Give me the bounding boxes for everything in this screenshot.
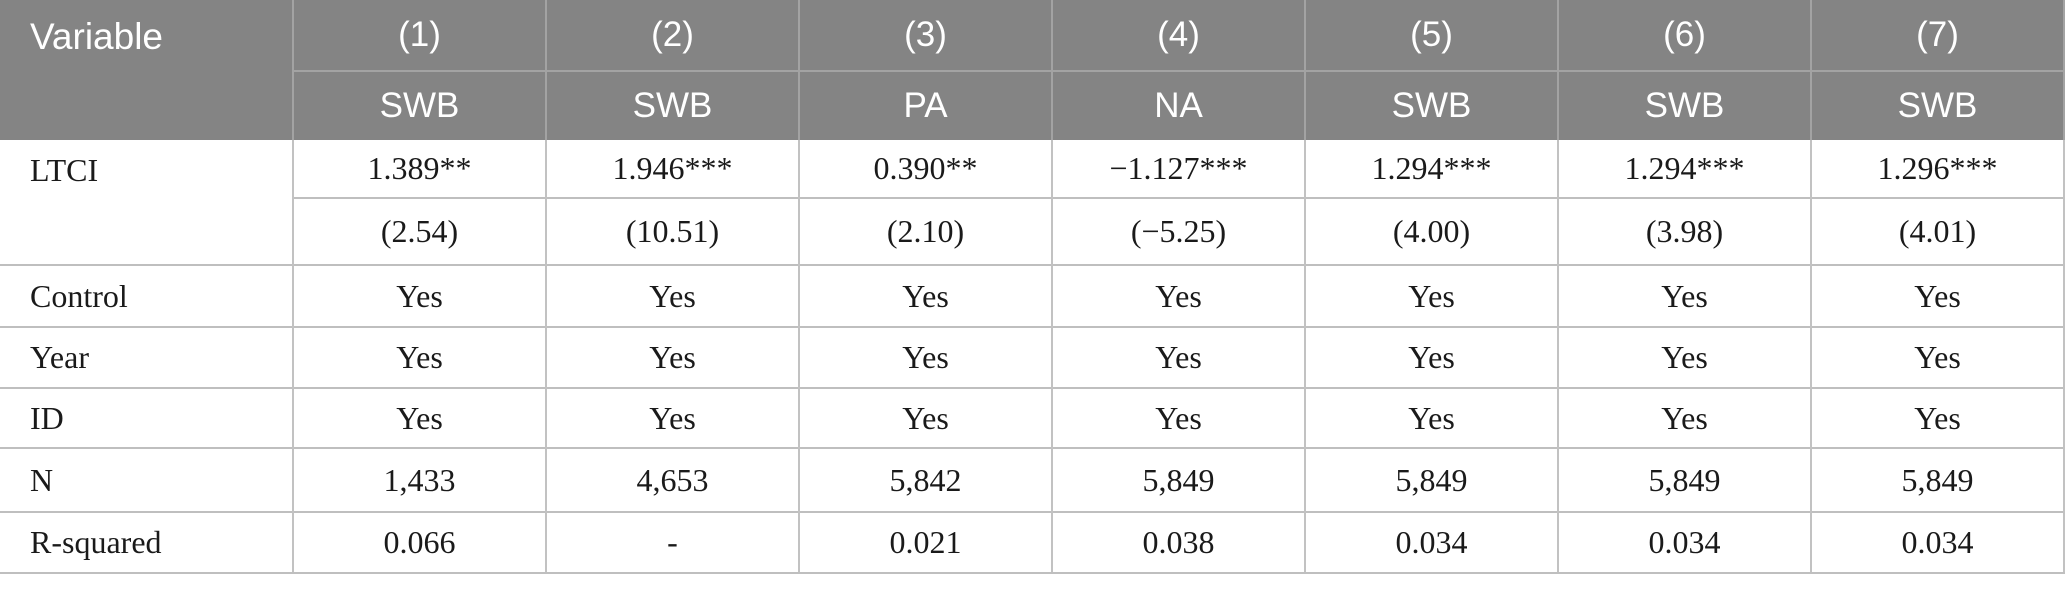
- row-label-cell: Control: [0, 264, 293, 327]
- value-cell: 1,433: [292, 447, 546, 512]
- value-cell: Yes: [545, 264, 799, 327]
- coefficient-cell: −1.127***: [1051, 140, 1305, 198]
- row-label-cell: R-squared: [0, 511, 293, 574]
- column-model-cell: NA: [1051, 70, 1305, 140]
- column-model-cell: SWB: [1810, 70, 2065, 140]
- regression-results-table: Variable (1) (2) (3) (4) (5) (6) (7) SWB…: [0, 0, 2065, 574]
- column-model-cell: SWB: [545, 70, 799, 140]
- column-number-cell: (1): [292, 0, 546, 71]
- value-cell: 5,849: [1557, 447, 1811, 512]
- id-row: ID Yes Yes Yes Yes Yes Yes Yes: [0, 387, 2065, 448]
- value-cell: Yes: [1557, 387, 1811, 448]
- value-cell: Yes: [545, 387, 799, 448]
- value-cell: 5,849: [1304, 447, 1558, 512]
- row-label-cell: Year: [0, 326, 293, 388]
- column-number-cell: (3): [798, 0, 1052, 71]
- row-label-cell: ID: [0, 387, 293, 448]
- value-cell: 0.066: [292, 511, 546, 574]
- variable-header-cell: Variable: [0, 0, 293, 140]
- coefficient-cell: 1.294***: [1557, 140, 1811, 198]
- column-number-cell: (2): [545, 0, 799, 71]
- value-cell: Yes: [1557, 264, 1811, 327]
- value-cell: Yes: [292, 326, 546, 388]
- value-cell: Yes: [1557, 326, 1811, 388]
- value-cell: Yes: [292, 387, 546, 448]
- value-cell: Yes: [798, 387, 1052, 448]
- column-model-cell: SWB: [292, 70, 546, 140]
- coefficient-cell: 1.296***: [1810, 140, 2065, 198]
- value-cell: Yes: [1051, 326, 1305, 388]
- r-squared-row: R-squared 0.066 - 0.021 0.038 0.034 0.03…: [0, 511, 2065, 574]
- column-model-cell: PA: [798, 70, 1052, 140]
- tstat-cell: (2.54): [292, 197, 546, 265]
- coefficient-cell: 1.389**: [292, 140, 546, 198]
- tstat-cell: (4.00): [1304, 197, 1558, 265]
- value-cell: Yes: [1810, 326, 2065, 388]
- year-row: Year Yes Yes Yes Yes Yes Yes Yes: [0, 326, 2065, 388]
- value-cell: Yes: [1304, 326, 1558, 388]
- value-cell: 4,653: [545, 447, 799, 512]
- value-cell: 5,842: [798, 447, 1052, 512]
- value-cell: 5,849: [1810, 447, 2065, 512]
- column-number-cell: (7): [1810, 0, 2065, 71]
- table-body: LTCI 1.389** 1.946*** 0.390** −1.127*** …: [0, 140, 2065, 574]
- row-label-cell: LTCI: [30, 152, 99, 188]
- tstat-cell: (−5.25): [1051, 197, 1305, 265]
- control-row: Control Yes Yes Yes Yes Yes Yes Yes: [0, 264, 2065, 327]
- column-number-cell: (4): [1051, 0, 1305, 71]
- ltci-tstat-row: (2.54) (10.51) (2.10) (−5.25) (4.00) (3.…: [0, 197, 2065, 265]
- value-cell: Yes: [1304, 264, 1558, 327]
- value-cell: 0.034: [1810, 511, 2065, 574]
- row-label-cell: N: [0, 447, 293, 512]
- tstat-cell: (4.01): [1810, 197, 2065, 265]
- value-cell: Yes: [1051, 387, 1305, 448]
- value-cell: Yes: [292, 264, 546, 327]
- header-model-row: SWB SWB PA NA SWB SWB SWB: [0, 70, 2065, 140]
- tstat-cell: (2.10): [798, 197, 1052, 265]
- column-model-cell: SWB: [1557, 70, 1811, 140]
- value-cell: 5,849: [1051, 447, 1305, 512]
- tstat-cell: (10.51): [545, 197, 799, 265]
- table-header: Variable (1) (2) (3) (4) (5) (6) (7) SWB…: [0, 0, 2065, 140]
- ltci-coefficient-row: LTCI 1.389** 1.946*** 0.390** −1.127*** …: [0, 140, 2065, 198]
- value-cell: 0.034: [1304, 511, 1558, 574]
- value-cell: Yes: [798, 264, 1052, 327]
- value-cell: 0.021: [798, 511, 1052, 574]
- value-cell: Yes: [545, 326, 799, 388]
- coefficient-cell: 1.294***: [1304, 140, 1558, 198]
- value-cell: Yes: [798, 326, 1052, 388]
- value-cell: Yes: [1810, 387, 2065, 448]
- header-number-row: Variable (1) (2) (3) (4) (5) (6) (7): [0, 0, 2065, 140]
- column-number-cell: (5): [1304, 0, 1558, 71]
- column-number-cell: (6): [1557, 0, 1811, 71]
- coefficient-cell: 0.390**: [798, 140, 1052, 198]
- value-cell: 0.034: [1557, 511, 1811, 574]
- n-row: N 1,433 4,653 5,842 5,849 5,849 5,849 5,…: [0, 447, 2065, 512]
- column-model-cell: SWB: [1304, 70, 1558, 140]
- coefficient-cell: 1.946***: [545, 140, 799, 198]
- value-cell: Yes: [1810, 264, 2065, 327]
- value-cell: Yes: [1051, 264, 1305, 327]
- value-cell: 0.038: [1051, 511, 1305, 574]
- value-cell: Yes: [1304, 387, 1558, 448]
- value-cell: -: [545, 511, 799, 574]
- tstat-cell: (3.98): [1557, 197, 1811, 265]
